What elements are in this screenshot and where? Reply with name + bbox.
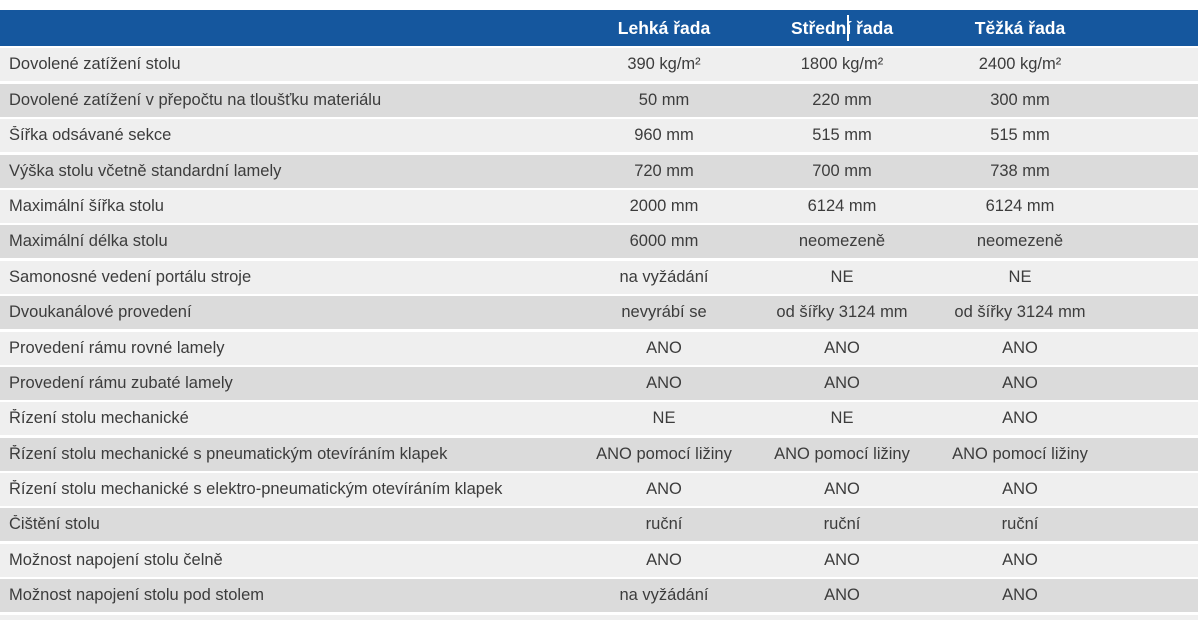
row-label: Šířka odsávané sekce (9, 126, 172, 145)
row-label: Dvoukanálové provedení (9, 303, 192, 322)
cell-value: 515 mm (812, 126, 872, 145)
cell-value: 720 mm (634, 161, 694, 180)
table-row: Řízení stolu mechanické s elektro-pneuma… (0, 473, 1198, 507)
cell-value: ruční (823, 515, 861, 534)
cell-value: od šířky 3124 mm (954, 303, 1086, 322)
cell-value: ANO pomocí ližiny (596, 444, 732, 463)
row-label: Výška stolu včetně standardní lamely (9, 161, 282, 180)
row-label: Možnost napojení stolu čelně (9, 550, 223, 569)
cell-value: NE (652, 409, 676, 428)
cell-value: NE (830, 409, 854, 428)
table-row: Provedení rámu rovné lamely ANO ANO ANO (0, 331, 1198, 365)
cell-value: 220 mm (812, 90, 872, 109)
cell-value: ruční (1001, 515, 1039, 534)
row-label: Řízení stolu mechanické s pneumatickým o… (9, 444, 448, 463)
table-row: Čištění stolu ruční ruční ruční (0, 508, 1198, 542)
cell-value: ANO (646, 373, 682, 392)
cell-value: ANO pomocí ližiny (952, 444, 1088, 463)
cell-value: 700 mm (812, 161, 872, 180)
cell-value: ANO (824, 373, 860, 392)
cell-value: ANO (824, 338, 860, 357)
cell-value: ANO (824, 550, 860, 569)
cell-value: ANO pomocí ližiny (774, 444, 910, 463)
table-row: Maximální délka stolu 6000 mm neomezeně neo… (0, 225, 1198, 259)
cell-value: ANO (1002, 550, 1038, 569)
cell-value: neomezeně (976, 232, 1064, 251)
cell-value: ANO (1002, 373, 1038, 392)
cell-value: 6124 mm (807, 196, 877, 215)
cell-value: ANO (646, 480, 682, 499)
cell-value: 960 mm (634, 126, 694, 145)
column-header-label: Lehká řada (617, 17, 711, 38)
cell-value: NE (1008, 267, 1032, 286)
row-label: Provedení rámu zubaté lamely (9, 373, 233, 392)
table-row: Výška stolu včetně standardní lamely 720 … (0, 154, 1198, 188)
row-label: Dovolené zatížení stolu (9, 55, 181, 74)
row-label: Možnost napojení stolu pod stolem (9, 586, 264, 605)
table-row: Možnost napojení stolu pod stolem na vyžá… (0, 579, 1198, 613)
cell-value: 738 mm (990, 161, 1050, 180)
table-row: Dovolené zatížení v přepočtu na tloušťku… (0, 83, 1198, 117)
table-row: Možnost napojení stolu čelně ANO ANO ANO (0, 543, 1198, 577)
cell-value: ANO (824, 586, 860, 605)
text-caret (847, 15, 849, 41)
row-label: Provedení rámu rovné lamely (9, 338, 225, 357)
row-label: Samonosné vedení portálu stroje (9, 267, 252, 286)
table-row: Maximální šířka stolu 2000 mm 6124 mm 6124 … (0, 189, 1198, 223)
cell-value: ruční (645, 515, 683, 534)
row-label: Dovolené zatížení v přepočtu na tloušťku… (9, 90, 382, 109)
table-rows: Dovolené zatížení stolu 390 kg/m² 1800 kg/… (0, 48, 1198, 613)
cell-value: na vyžádání (619, 267, 709, 286)
cell-value: 300 mm (990, 90, 1050, 109)
cell-value: 1800 kg/m² (800, 55, 884, 74)
cell-value: ANO (824, 480, 860, 499)
column-header-tezka-rada: Těžká řada (931, 10, 1109, 46)
cell-value: neomezeně (798, 232, 886, 251)
column-header-label: Střední řada (790, 17, 894, 38)
table-row: Řízení stolu mechanické s pneumatickým o… (0, 437, 1198, 471)
cell-value: 2000 mm (629, 196, 699, 215)
table-row: Šířka odsávané sekce 960 mm 515 mm 515 mm (0, 119, 1198, 153)
table-row: Dovolené zatížení stolu 390 kg/m² 1800 kg/… (0, 48, 1198, 82)
cell-value: 2400 kg/m² (978, 55, 1062, 74)
row-label: Řízení stolu mechanické s elektro-pneuma… (9, 480, 503, 499)
column-header-lehka-rada: Lehká řada (575, 10, 753, 46)
corner-cell (0, 10, 575, 46)
column-header-stredni-rada: Střední řada (753, 10, 931, 46)
cell-value: ANO (646, 550, 682, 569)
cell-value: nevyrábí se (621, 303, 707, 322)
column-header-label: Těžká řada (974, 17, 1066, 38)
row-label: Čištění stolu (9, 515, 100, 534)
table-row: Dvoukanálové provedení nevyrábí se od šířk… (0, 296, 1198, 330)
cell-value: ANO (646, 338, 682, 357)
cell-value: 390 kg/m² (627, 55, 701, 74)
cell-value: ANO (1002, 338, 1038, 357)
row-label: Maximální délka stolu (9, 232, 168, 251)
cell-value: ANO (1002, 586, 1038, 605)
row-label: Řízení stolu mechanické (9, 409, 189, 428)
cell-value: 515 mm (990, 126, 1050, 145)
cell-value: ANO (1002, 480, 1038, 499)
cell-value: od šířky 3124 mm (776, 303, 908, 322)
table-row: Samonosné vedení portálu stroje na vyžádá… (0, 260, 1198, 294)
cell-value: ANO (1002, 409, 1038, 428)
cell-value: NE (830, 267, 854, 286)
row-label: Maximální šířka stolu (9, 196, 164, 215)
table-header-row: Lehká řada Střední řada Těžká řada (0, 10, 1198, 46)
table-row: Řízení stolu mechanické NE NE ANO (0, 402, 1198, 436)
cell-value: 6000 mm (629, 232, 699, 251)
cell-value: 6124 mm (985, 196, 1055, 215)
cell-value: 50 mm (638, 90, 690, 109)
table-row: Provedení rámu zubaté lamely ANO ANO ANO (0, 366, 1198, 400)
cell-value: na vyžádání (619, 586, 709, 605)
partial-row (0, 614, 1198, 620)
